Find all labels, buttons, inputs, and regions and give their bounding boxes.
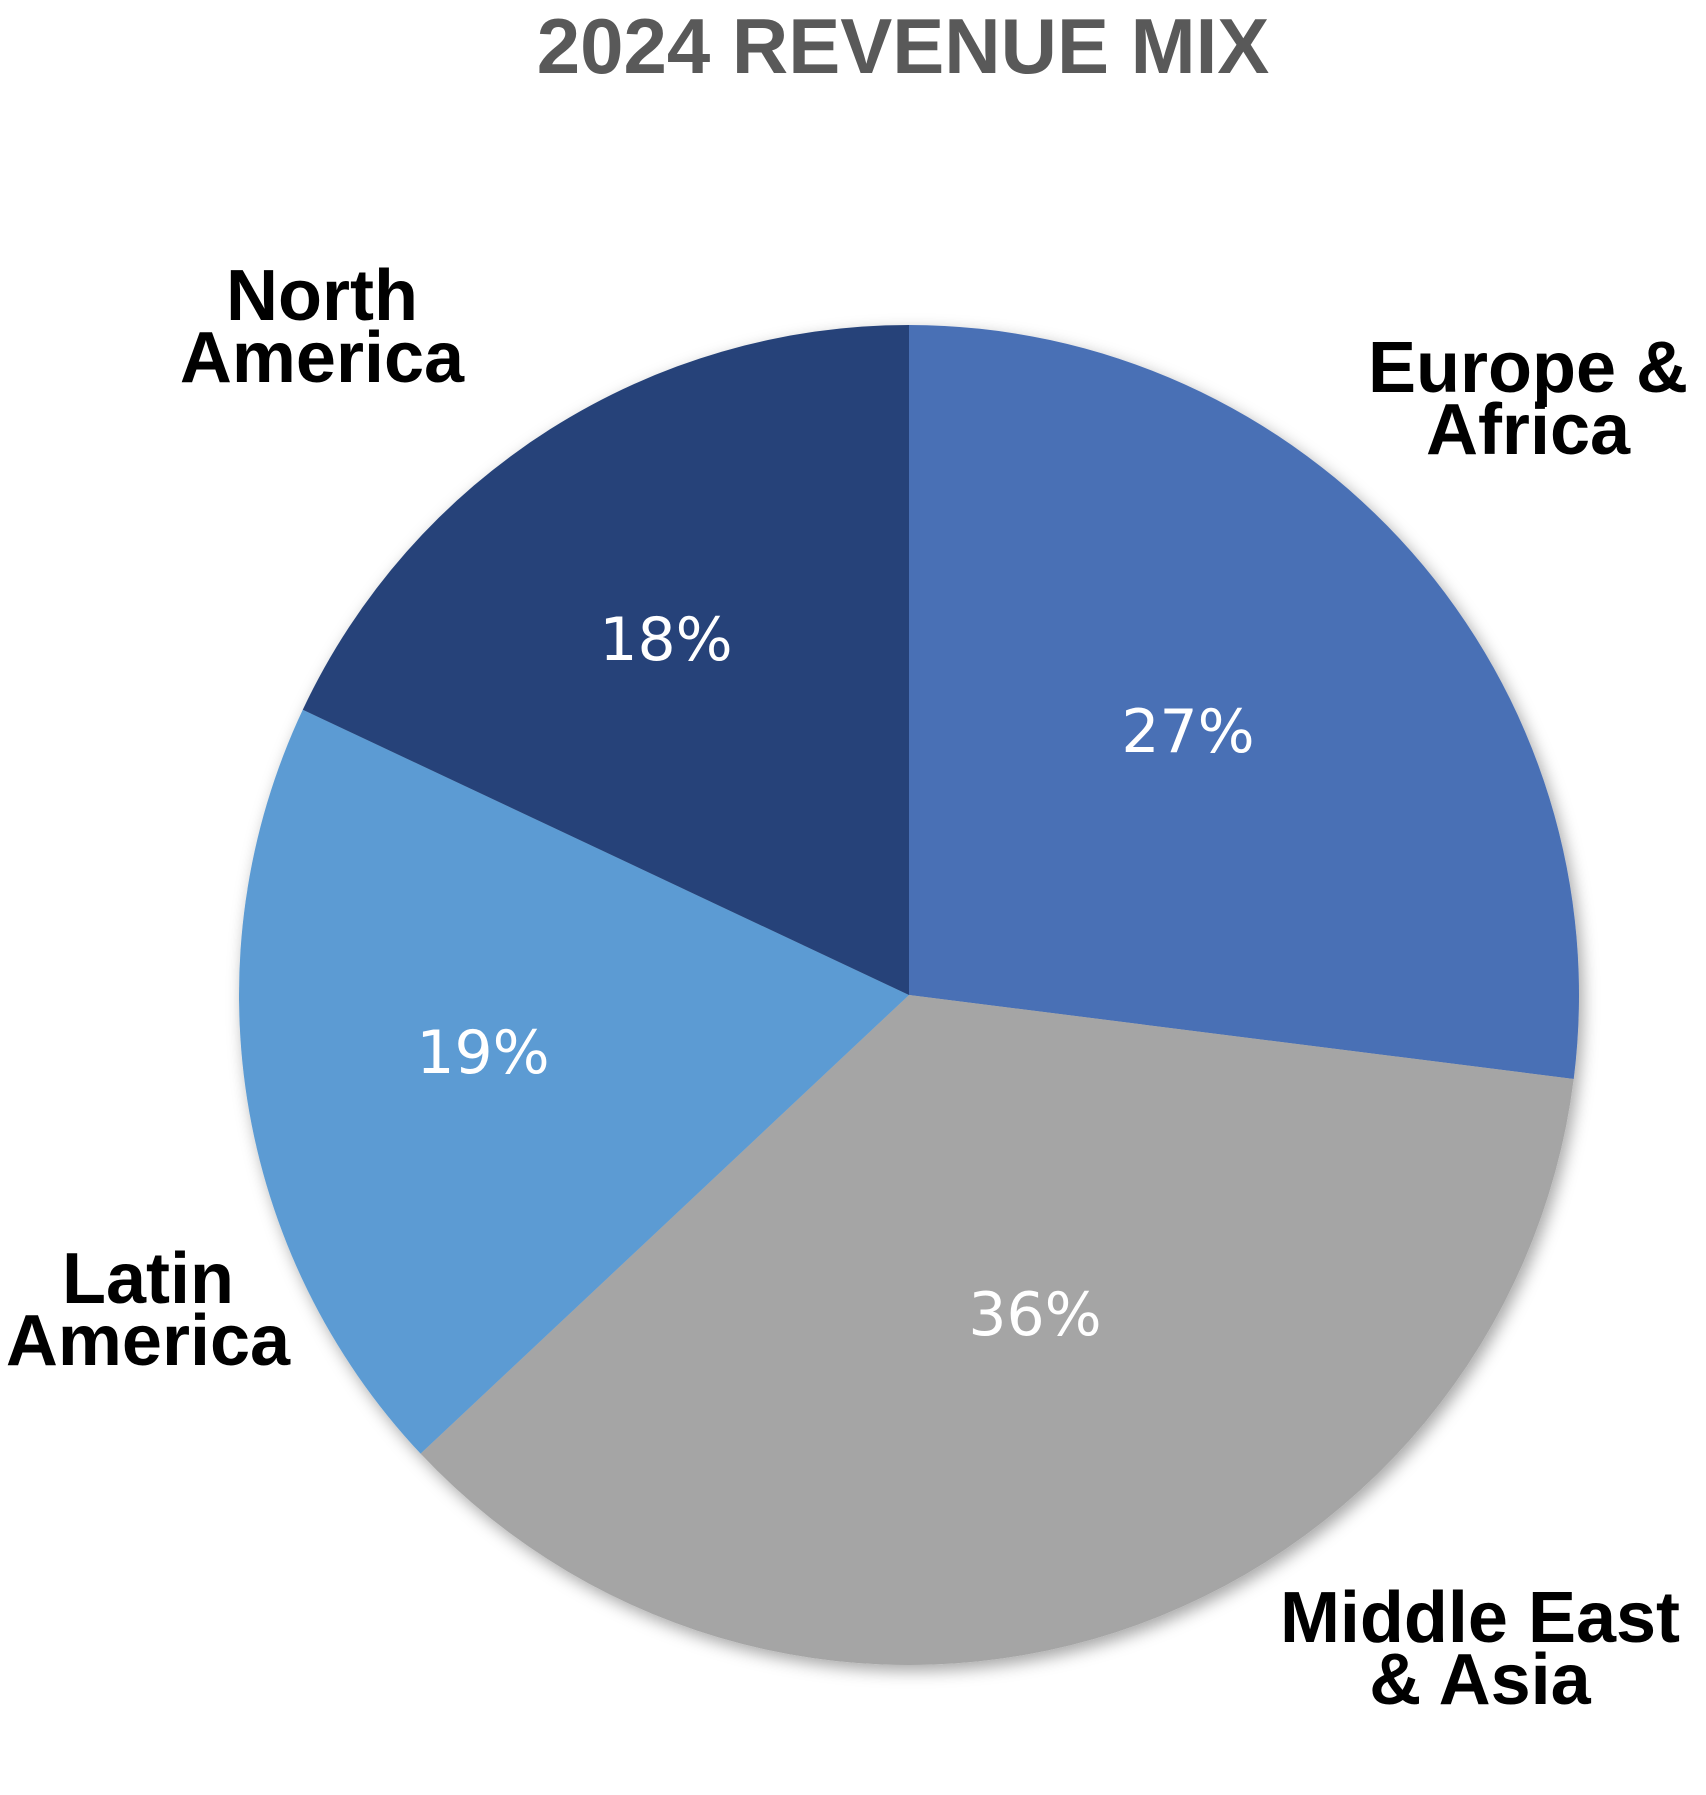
pie-slice-north-america [302,325,909,995]
pie-value-labels: 27% 36% 19% 18% [416,605,1254,1350]
pie-slice-europe-africa [909,325,1580,1079]
category-label-europe-africa-line-2: Africa [1426,390,1631,470]
category-label-latin-america-line-2: America [6,1301,291,1381]
category-label-latin-america-line-1: Latin [62,1239,234,1319]
category-label-middle-east-asia-line-1: Middle East [1280,1578,1680,1658]
chart-title: 2024 REVENUE MIX [537,2,1270,90]
category-label-middle-east-asia-line-2: & Asia [1369,1640,1591,1720]
category-label-north-america-line-2: America [180,318,465,398]
category-label-north-america-line-1: North [226,256,418,336]
value-label-latin-america: 19% [416,1018,549,1088]
value-label-north-america: 18% [599,605,732,675]
value-label-europe-africa: 27% [1121,697,1254,767]
pie-slice-latin-america [239,709,910,1454]
value-label-middle-east-asia: 36% [968,1280,1101,1350]
pie-slice-middle-east-asia [420,995,1574,1666]
category-label-europe-africa-line-1: Europe & [1368,328,1688,408]
pie-slices [239,325,1580,1666]
